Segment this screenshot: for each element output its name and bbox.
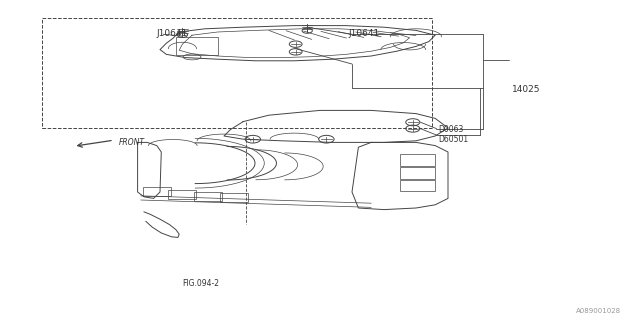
- Text: 14025: 14025: [512, 85, 541, 94]
- Text: J10641: J10641: [349, 29, 380, 38]
- Text: A089001028: A089001028: [575, 308, 621, 314]
- Text: FRONT: FRONT: [118, 138, 145, 147]
- Bar: [143, 187, 171, 196]
- Bar: [400, 180, 435, 191]
- Bar: [176, 37, 218, 55]
- Text: FIG.094-2: FIG.094-2: [182, 279, 220, 288]
- Bar: [220, 193, 248, 202]
- Bar: [168, 190, 196, 199]
- Text: J10641: J10641: [157, 29, 188, 38]
- Bar: [400, 167, 435, 179]
- Text: D0063: D0063: [438, 125, 464, 134]
- Bar: [42, 18, 432, 128]
- Bar: [194, 192, 222, 201]
- Bar: [400, 154, 435, 166]
- Text: D60501: D60501: [438, 135, 468, 144]
